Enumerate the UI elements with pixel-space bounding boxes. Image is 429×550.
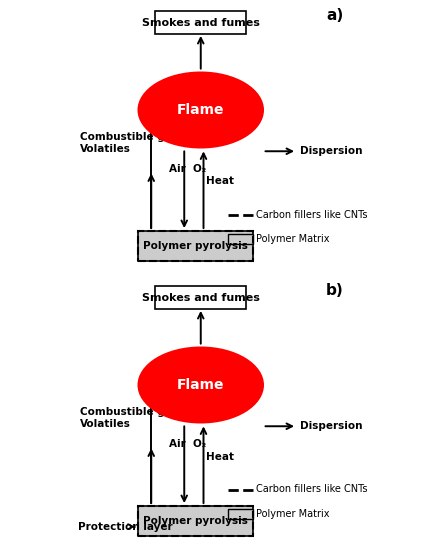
Text: Dispersion: Dispersion — [300, 421, 362, 431]
Text: Protection layer: Protection layer — [79, 521, 173, 532]
Text: Carbon fillers like CNTs: Carbon fillers like CNTs — [256, 210, 367, 219]
FancyBboxPatch shape — [138, 506, 253, 536]
Text: Air  O₂: Air O₂ — [169, 164, 206, 174]
Text: Smokes and fumes: Smokes and fumes — [142, 293, 260, 303]
FancyBboxPatch shape — [228, 509, 253, 519]
Text: Air  O₂: Air O₂ — [169, 439, 206, 449]
Text: Heat: Heat — [206, 452, 234, 461]
Text: Flame: Flame — [177, 378, 224, 392]
Text: Polymer pyrolysis: Polymer pyrolysis — [143, 241, 248, 251]
FancyBboxPatch shape — [138, 231, 253, 261]
FancyBboxPatch shape — [228, 234, 253, 244]
Text: Carbon fillers like CNTs: Carbon fillers like CNTs — [256, 485, 367, 494]
Text: Flame: Flame — [177, 103, 224, 117]
Text: Polymer Matrix: Polymer Matrix — [256, 234, 329, 244]
Text: Polymer pyrolysis: Polymer pyrolysis — [143, 516, 248, 526]
FancyBboxPatch shape — [155, 286, 246, 309]
Text: a): a) — [326, 8, 344, 23]
Ellipse shape — [138, 72, 264, 148]
Text: Dispersion: Dispersion — [300, 146, 362, 156]
Text: Polymer Matrix: Polymer Matrix — [256, 509, 329, 519]
Text: Smokes and fumes: Smokes and fumes — [142, 18, 260, 28]
Text: Combustible gases/
Volatiles: Combustible gases/ Volatiles — [80, 407, 195, 429]
FancyBboxPatch shape — [155, 11, 246, 34]
Text: b): b) — [326, 283, 344, 298]
Text: Combustible gases/
Volatiles: Combustible gases/ Volatiles — [80, 132, 195, 154]
Ellipse shape — [138, 346, 264, 424]
Text: Heat: Heat — [206, 177, 234, 186]
